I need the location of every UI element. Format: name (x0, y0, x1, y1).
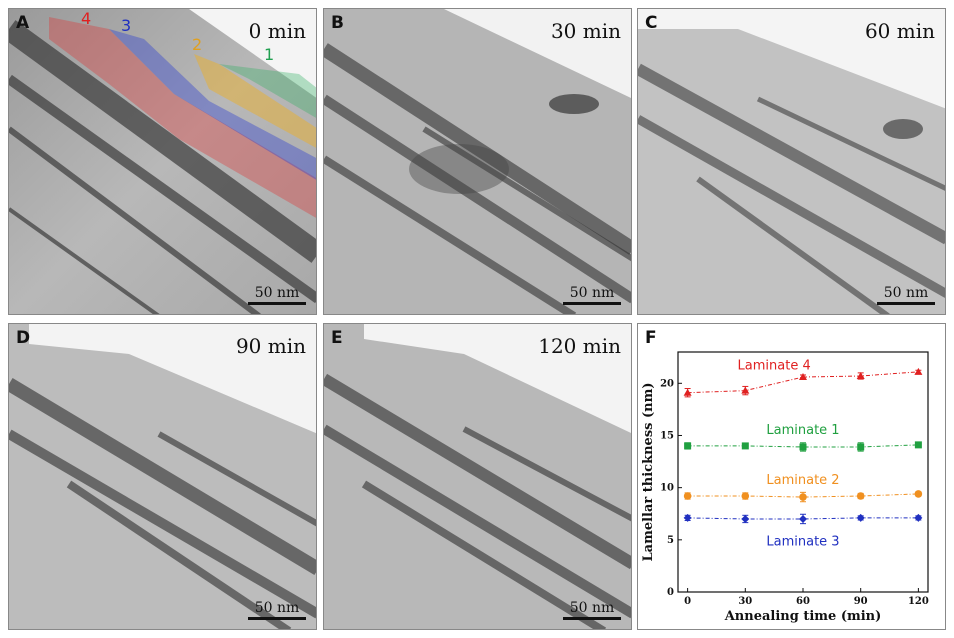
series-label: Laminate 4 (738, 359, 811, 374)
tem-panel-a: A 0 min 4 3 2 1 50 nm (8, 8, 317, 315)
data-point (914, 367, 923, 375)
laminate-label-2: 2 (192, 35, 203, 54)
data-point (741, 492, 750, 500)
tem-panel-c: C 60 min 50 nm (637, 8, 946, 315)
laminate-label-3: 3 (121, 16, 132, 35)
annealing-time-label: 60 min (864, 19, 935, 43)
data-point (914, 490, 923, 498)
tem-image-c (638, 9, 945, 314)
data-point (857, 443, 865, 451)
data-point (741, 386, 750, 394)
tem-panel-b: B 30 min 50 nm (323, 8, 632, 315)
scale-bar: 50 nm (248, 285, 306, 305)
y-tick-label: 15 (660, 430, 674, 441)
x-tick-label: 30 (738, 596, 752, 607)
panel-letter: D (16, 328, 31, 348)
scale-label: 50 nm (254, 285, 300, 301)
annealing-time-label: 0 min (248, 19, 306, 43)
scale-bar: 50 nm (877, 285, 935, 305)
data-point (914, 441, 922, 449)
x-tick-label: 0 (684, 596, 691, 607)
series-label: Laminate 3 (766, 534, 839, 549)
y-tick-label: 0 (667, 587, 674, 598)
scale-label: 50 nm (883, 285, 929, 301)
thickness-chart: 0 30 60 90 120 0 5 10 15 20 Annealing time (min) La… (641, 351, 929, 624)
data-point (799, 493, 807, 501)
tem-image-d (9, 324, 316, 629)
thickness-chart-panel: F 0 30 60 90 120 0 5 10 15 20 Annealing time (min)… (637, 323, 946, 630)
laminate-label-1: 1 (264, 45, 275, 64)
panel-letter: C (645, 13, 658, 33)
annealing-time-label: 90 min (235, 334, 306, 358)
y-tick-label: 10 (660, 483, 674, 494)
scale-label: 50 nm (569, 285, 615, 301)
annealing-time-label: 120 min (538, 334, 621, 358)
scale-label: 50 nm (254, 600, 300, 616)
scale-bar: 50 nm (248, 600, 306, 620)
data-point (799, 443, 807, 451)
data-point (856, 372, 865, 379)
panel-letter: F (645, 328, 657, 348)
data-point (914, 513, 923, 522)
data-point (799, 373, 807, 381)
series-line-4 (687, 517, 919, 520)
data-point (799, 514, 807, 523)
x-tick-label: 120 (908, 596, 929, 607)
scale-bar: 50 nm (563, 285, 621, 305)
series-line-3 (687, 493, 919, 498)
x-tick-label: 60 (796, 596, 810, 607)
annealing-time-label: 30 min (550, 19, 621, 43)
tem-image-e (324, 324, 631, 629)
panel-letter: E (331, 328, 343, 348)
panel-letter: B (331, 13, 344, 33)
data-point (683, 492, 692, 500)
x-axis-label: Annealing time (min) (724, 609, 882, 624)
x-tick-label: 90 (854, 596, 868, 607)
data-point (856, 513, 865, 522)
data-point (741, 442, 749, 450)
scale-label: 50 nm (569, 600, 615, 616)
data-point (683, 513, 692, 522)
tem-image-b (324, 9, 631, 314)
data-point (856, 492, 865, 500)
series-label: Laminate 1 (766, 423, 839, 438)
series-line-2 (687, 444, 919, 448)
data-point (683, 388, 692, 396)
data-point (684, 442, 692, 450)
data-point (741, 514, 750, 523)
laminate-label-4: 4 (81, 9, 92, 28)
tem-panel-d: D 90 min 50 nm (8, 323, 317, 630)
series-label: Laminate 2 (766, 473, 839, 488)
panel-letter: A (16, 13, 30, 33)
series-line-1 (687, 371, 919, 394)
y-tick-label: 5 (667, 535, 674, 546)
scale-bar: 50 nm (563, 600, 621, 620)
y-tick-label: 20 (660, 378, 674, 389)
tem-panel-e: E 120 min 50 nm (323, 323, 632, 630)
y-axis-label: Lamellar thickness (nm) (641, 383, 656, 562)
tem-image-a (9, 9, 316, 314)
